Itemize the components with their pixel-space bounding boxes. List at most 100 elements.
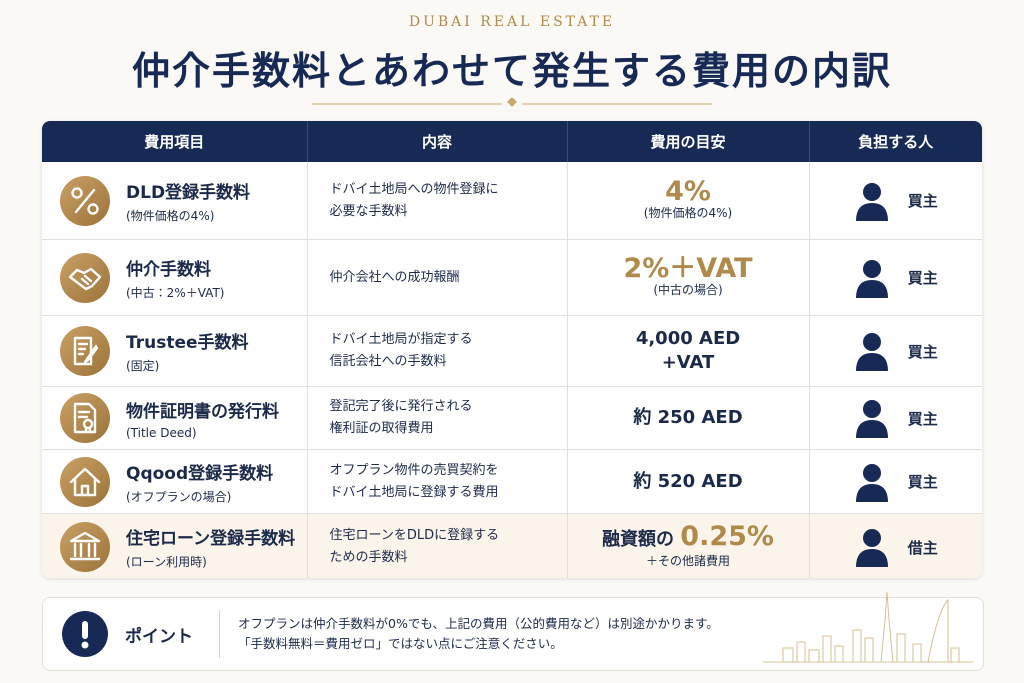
content-cell: オフプラン物件の売買契約を ドバイ土地局に登録する費用 (307, 449, 568, 514)
payer-cell: 買主 (809, 449, 983, 514)
item-name: 物件証明書の発行料 (126, 401, 279, 422)
point-line: 「手数料無料＝費用ゼロ」ではない点にご注意ください。 (238, 636, 563, 651)
column-header: 内容 (307, 121, 568, 162)
payer: 買主 (810, 181, 983, 221)
person-icon (855, 529, 888, 567)
content-line: 信託会社への手数料 (329, 354, 447, 369)
item-text: Qqood登録手数料 (オフプランの場合) (126, 459, 273, 505)
content-line: 住宅ローンをDLDに登録する (329, 528, 500, 543)
table-row: Qqood登録手数料 (オフプランの場合) オフプラン物件の売買契約を ドバイ土地局に… (42, 449, 983, 514)
item-text: Trustee手数料 (固定) (126, 328, 249, 374)
item-sub: (中古：2%＋VAT) (126, 285, 225, 300)
content-cell: 仲介会社への成功報酬 (307, 239, 568, 316)
item-name: Qqood登録手数料 (126, 463, 274, 484)
content-line: ための手数料 (329, 550, 408, 565)
payer-cell: 借主 (809, 513, 983, 578)
eyebrow: DUBAI REAL ESTATE (408, 14, 616, 30)
item-icon (60, 456, 110, 507)
payer-cell: 買主 (809, 239, 983, 316)
cost-line: 4,000 AED (635, 328, 741, 349)
content-line: 必要な手数料 (329, 203, 408, 219)
item-name: Trustee手数料 (126, 333, 249, 353)
item-cell: 仲介手数料 (中古：2%＋VAT) (42, 239, 308, 316)
skyline (763, 591, 973, 663)
item-icon (60, 393, 110, 443)
payer: 借主 (810, 527, 983, 567)
person-icon (855, 400, 888, 438)
payer-text: 買主 (907, 342, 938, 361)
content-cell: 登記完了後に発行される 権利証の取得費用 (307, 386, 568, 450)
item-icon (60, 522, 110, 572)
cost-cell: 4% (物件価格の4%) (567, 162, 810, 240)
item-sub: (ローン利用時) (126, 555, 207, 569)
content-cell: ドバイ土地局が指定する 信託会社への手数料 (307, 315, 568, 387)
item-text: 住宅ローン登録手数料 (ローン利用時) (126, 524, 295, 570)
item-cell: Qqood登録手数料 (オフプランの場合) (42, 449, 308, 514)
content-line: 権利証の取得費用 (329, 421, 434, 436)
payer-text: 買主 (907, 192, 938, 210)
cost-cell: 4,000 AED +VAT (567, 315, 810, 387)
payer-text: 借主 (907, 538, 938, 557)
payer-text: 買主 (907, 473, 938, 491)
alert-icon (62, 611, 108, 657)
cost-cell: 2%＋VAT (中古の場合) (567, 239, 810, 316)
cost-note: ＋その他諸費用 (645, 553, 730, 568)
item-sub: (Title Deed) (126, 425, 197, 440)
column-header: 負担する人 (809, 121, 982, 162)
content-line: 仲介会社への成功報酬 (329, 269, 460, 285)
item-cell: 住宅ローン登録手数料 (ローン利用時) (42, 513, 308, 578)
content-cell: 住宅ローンをDLDに登録する ための手数料 (307, 513, 568, 578)
item-name: 仲介手数料 (126, 259, 211, 280)
payer: 買主 (810, 258, 983, 298)
person-icon (855, 463, 888, 502)
cost-line: +VAT (661, 352, 715, 373)
item: 仲介手数料 (中古：2%＋VAT) (42, 252, 307, 303)
item-text: 物件証明書の発行料 (Title Deed) (126, 397, 279, 440)
table-row: 物件証明書の発行料 (Title Deed) 登記完了後に発行される 権利証の取得費用… (42, 386, 983, 450)
person-icon (855, 259, 888, 298)
content-line: オフプラン物件の売買契約を (329, 462, 499, 478)
table-row: Trustee手数料 (固定) ドバイ土地局が指定する 信託会社への手数料 4,000 … (42, 315, 983, 387)
item-name: 住宅ローン登録手数料 (126, 529, 296, 549)
cost-note: (物件価格の4%) (643, 205, 733, 220)
title: 仲介手数料とあわせて発生する費用の内訳 (131, 48, 892, 93)
cost-line: 2%＋VAT (623, 252, 753, 284)
item-icon (60, 252, 110, 303)
point-line: オフプランは仲介手数料が0%でも、上記の費用（公的費用など）は別途かかります。 (238, 616, 719, 631)
divider (312, 98, 712, 107)
item-cell: 物件証明書の発行料 (Title Deed) (42, 386, 308, 450)
payer: 買主 (810, 398, 983, 438)
payer-cell: 買主 (809, 162, 982, 240)
cost-line: 約 520 AED (633, 470, 743, 492)
cost-text: 融資額の (602, 528, 675, 550)
item-sub: (物件価格の4%) (126, 208, 215, 223)
item-sub: (固定) (126, 359, 160, 373)
item-name: DLD登録手数料 (126, 182, 251, 203)
table-row: DLD登録手数料 (物件価格の4%) ドバイ土地局への物件登録に 必要な手数料 4% (物… (42, 162, 982, 240)
content-cell: ドバイ土地局への物件登録に 必要な手数料 (307, 162, 568, 240)
cost-note: (中古の場合) (653, 282, 723, 297)
item-cell: DLD登録手数料 (物件価格の4%) (42, 162, 308, 240)
item: 物件証明書の発行料 (Title Deed) (42, 393, 307, 443)
item-text: 仲介手数料 (中古：2%＋VAT) (126, 255, 224, 301)
person-icon (855, 333, 888, 371)
point-box: ポイント オフプランは仲介手数料が0%でも、上記の費用（公的費用など）は別途かか… (42, 591, 984, 671)
column-header: 費用項目 (42, 121, 308, 162)
payer-cell: 買主 (809, 315, 983, 387)
cost-highlight: 0.25% (680, 520, 774, 552)
payer: 買主 (810, 462, 983, 502)
payer: 買主 (810, 331, 983, 371)
content-line: 登記完了後に発行される (329, 399, 473, 414)
point-label: ポイント (125, 627, 193, 647)
item: 住宅ローン登録手数料 (ローン利用時) (42, 522, 307, 572)
content-line: ドバイ土地局が指定する (329, 332, 473, 347)
content-line: ドバイ土地局への物件登録に (329, 181, 499, 197)
content-line: ドバイ土地局に登録する費用 (329, 484, 499, 500)
cost-cell: 融資額の 0.25% ＋その他諸費用 (567, 513, 810, 578)
item-text: DLD登録手数料 (物件価格の4%) (126, 178, 250, 224)
cost-cell: 約 520 AED (567, 449, 810, 514)
cost-cell: 約 250 AED (567, 386, 810, 450)
payer-text: 買主 (907, 269, 938, 287)
person-icon (855, 182, 888, 221)
